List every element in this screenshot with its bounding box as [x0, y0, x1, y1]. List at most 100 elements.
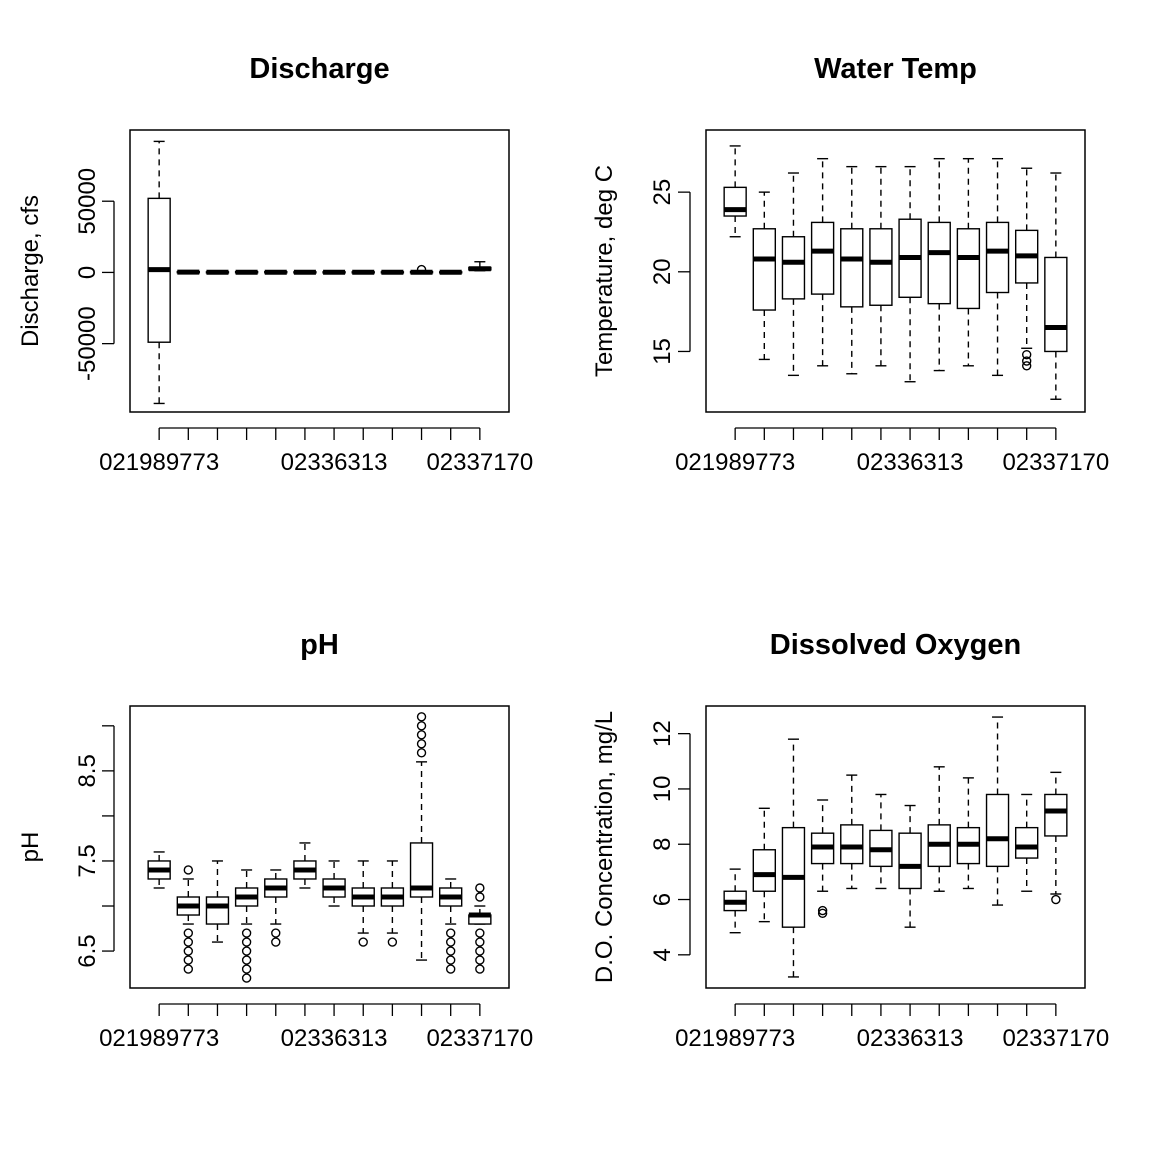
iqr-box	[840, 228, 864, 308]
x-tick-label: 02337170	[426, 449, 533, 476]
box-8	[927, 157, 951, 372]
outlier-point	[416, 739, 427, 749]
y-tick-label: 10	[649, 776, 676, 803]
outlier-point	[475, 883, 485, 893]
x-tick-label: 02337170	[426, 1025, 533, 1052]
iqr-box	[985, 793, 1010, 868]
box-4	[810, 799, 835, 919]
box-5	[264, 269, 288, 275]
box-8	[351, 269, 375, 275]
x-tick-label: 021989773	[675, 449, 795, 476]
iqr-box	[898, 832, 922, 890]
x-tick-label: 021989773	[99, 449, 219, 476]
outlier-point	[475, 946, 485, 956]
plot-frame	[129, 129, 510, 413]
box-9	[380, 269, 405, 275]
outlier-point	[358, 937, 368, 947]
outlier-point	[1051, 894, 1061, 905]
outlier-point	[183, 955, 194, 965]
outlier-point	[817, 908, 828, 919]
outlier-point	[475, 955, 485, 965]
box-4	[234, 269, 259, 275]
box-2	[176, 865, 201, 974]
outlier-point	[241, 955, 252, 965]
iqr-box	[205, 896, 230, 925]
iqr-box	[409, 842, 434, 898]
box-9	[956, 157, 981, 367]
box-3	[205, 269, 230, 275]
panel-title: pH	[300, 629, 339, 661]
y-tick-label: 25	[649, 179, 676, 206]
y-axis-label: Discharge, cfs	[17, 195, 44, 347]
y-tick-label: 12	[649, 720, 676, 747]
outlier-point	[241, 937, 252, 947]
y-axis-label: pH	[17, 832, 44, 863]
outlier-point	[817, 905, 828, 916]
outlier-point	[445, 964, 456, 974]
plot-frame	[705, 705, 1086, 989]
outlier-point	[183, 937, 194, 947]
box-5	[840, 165, 864, 375]
outlier-point	[1021, 361, 1032, 371]
box-1	[723, 868, 747, 934]
x-tick-label: 02336313	[857, 1025, 964, 1052]
box-7	[898, 165, 922, 383]
box-12	[468, 261, 492, 272]
box-9	[956, 777, 981, 890]
outlier-point	[241, 964, 252, 974]
y-tick-label: 7.5	[74, 844, 101, 877]
outlier-point	[241, 973, 252, 983]
panel-ph: pH pH 6.5 7.5 8.5 021989773 02336313 02337170	[17, 629, 533, 1052]
outlier-point	[183, 946, 194, 956]
iqr-box	[840, 824, 864, 865]
y-tick-label: -50000	[74, 306, 101, 381]
y-axis-label: Temperature, deg C	[591, 165, 618, 377]
x-tick-label: 021989773	[675, 1025, 795, 1052]
box-3	[781, 172, 806, 377]
box-2	[752, 807, 777, 923]
box-10	[985, 716, 1010, 906]
panel-title: Discharge	[249, 53, 389, 85]
box-1	[147, 140, 171, 405]
x-tick-label: 02337170	[1002, 1025, 1109, 1052]
box-1	[723, 145, 747, 238]
outlier-point	[416, 712, 427, 722]
iqr-box	[927, 221, 951, 305]
outlier-point	[183, 964, 194, 974]
box-6	[293, 842, 317, 889]
box-6	[869, 165, 893, 367]
box-8	[351, 860, 375, 947]
y-tick-label: 4	[649, 948, 676, 961]
y-tick-label: 6.5	[74, 934, 101, 967]
panel-title: Dissolved Oxygen	[770, 629, 1021, 661]
box-5	[840, 774, 864, 890]
x-tick-label: 02337170	[1002, 449, 1109, 476]
box-12	[468, 883, 492, 974]
outlier-point	[271, 928, 281, 938]
y-tick-label: 8.5	[74, 754, 101, 787]
box-2	[176, 269, 201, 275]
box-1	[147, 851, 171, 889]
box-7	[898, 804, 922, 928]
outlier-point	[241, 946, 252, 956]
iqr-box	[869, 228, 893, 306]
y-tick-label: 15	[649, 338, 676, 365]
box-10	[409, 264, 434, 275]
iqr-box	[985, 221, 1010, 294]
outlier-point	[416, 748, 427, 758]
panel-water-temp: Water Temp Temperature, deg C 15 20 25 021989…	[591, 53, 1109, 476]
box-2	[752, 191, 777, 361]
iqr-box	[1044, 793, 1068, 837]
plot-frame	[129, 705, 510, 989]
box-5	[264, 869, 288, 947]
box-11	[438, 269, 463, 275]
box-11	[438, 878, 463, 974]
box-11	[1014, 167, 1039, 371]
outlier-point	[183, 928, 194, 938]
y-tick-label: 0	[74, 266, 101, 279]
outlier-point	[475, 892, 485, 902]
y-tick-label: 6	[649, 893, 676, 906]
iqr-box	[810, 221, 835, 295]
outlier-point	[445, 946, 456, 956]
